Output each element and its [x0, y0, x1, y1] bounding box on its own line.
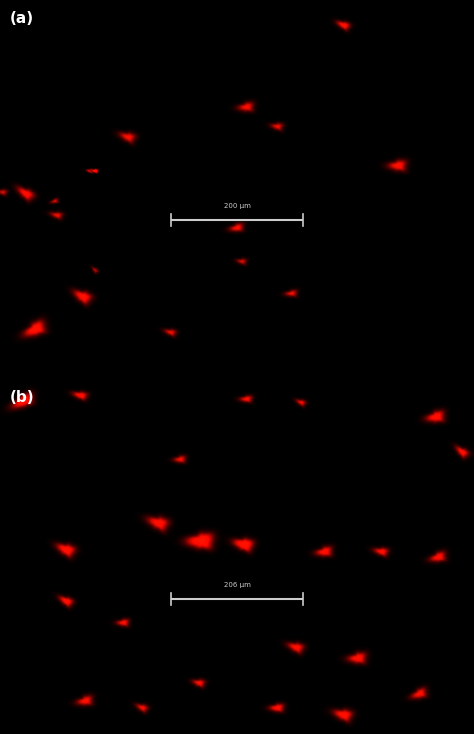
- Text: 206 μm: 206 μm: [224, 583, 250, 589]
- Text: (b): (b): [9, 390, 34, 404]
- Text: 200 μm: 200 μm: [224, 203, 250, 209]
- Text: (a): (a): [9, 11, 34, 26]
